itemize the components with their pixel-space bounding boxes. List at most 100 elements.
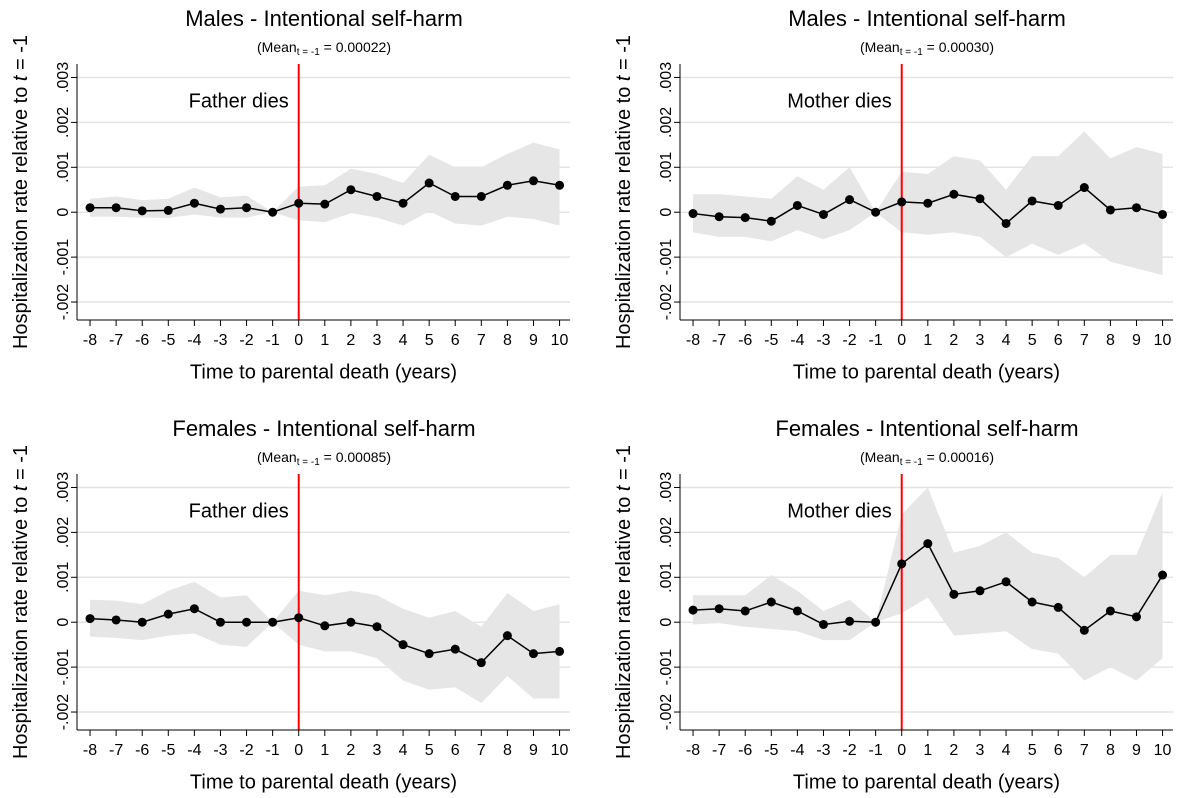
- x-tick-label: -7: [712, 332, 726, 349]
- x-tick-label: -1: [869, 332, 883, 349]
- x-tick-label: 6: [451, 742, 460, 759]
- estimate-point: [766, 216, 776, 226]
- estimate-point: [528, 649, 538, 659]
- x-tick-label: 7: [1080, 332, 1089, 349]
- x-tick-label: 1: [923, 332, 932, 349]
- x-tick-label: -2: [842, 332, 856, 349]
- estimate-point: [818, 209, 828, 219]
- subtitle-text: (Mean: [257, 39, 297, 55]
- x-tick-label: 4: [1002, 742, 1011, 759]
- x-tick-label: 2: [346, 742, 355, 759]
- estimate-point: [1027, 196, 1037, 206]
- estimate-point: [450, 191, 460, 201]
- y-label-italic: t: [613, 74, 635, 81]
- estimate-point: [1131, 612, 1141, 622]
- x-tick-label: -5: [764, 742, 778, 759]
- estimate-point: [320, 199, 330, 209]
- x-tick-label: 0: [897, 332, 906, 349]
- y-label-italic: t: [10, 484, 32, 491]
- estimate-point: [1131, 203, 1141, 213]
- estimate-point: [1053, 200, 1063, 210]
- x-tick-label: -5: [161, 742, 175, 759]
- panel: Females - Intentional self-harm(Meant = …: [613, 416, 1173, 793]
- y-axis-label: Hospitalization rate relative to t = -1: [613, 445, 635, 759]
- x-tick-label: 10: [551, 332, 569, 349]
- y-label-text: Hospitalization rate relative to: [613, 491, 635, 759]
- subtitle-text: = 0.00085): [320, 449, 391, 465]
- x-tick-label: 0: [294, 742, 303, 759]
- estimate-point: [398, 198, 408, 208]
- x-tick-label: 9: [529, 742, 538, 759]
- x-tick-label: 7: [1080, 742, 1089, 759]
- estimate-point: [871, 617, 881, 627]
- subtitle-subscript: t = -1: [900, 457, 924, 468]
- y-label-text: = -1: [613, 35, 635, 76]
- x-tick-label: -6: [135, 332, 149, 349]
- estimate-point: [294, 198, 304, 208]
- x-tick-label: -8: [686, 332, 700, 349]
- x-tick-label: -7: [109, 742, 123, 759]
- x-tick-label: 0: [294, 332, 303, 349]
- y-label-text: = -1: [10, 445, 32, 486]
- estimate-point: [424, 178, 434, 188]
- event-annotation: Father dies: [189, 500, 289, 522]
- estimate-point: [346, 617, 356, 627]
- estimate-point: [528, 176, 538, 186]
- x-tick-label: 3: [373, 742, 382, 759]
- x-tick-label: -4: [187, 332, 201, 349]
- x-tick-label: -8: [83, 742, 97, 759]
- estimate-point: [1001, 218, 1011, 228]
- estimate-point: [320, 621, 330, 631]
- x-axis-label: Time to parental death (years): [793, 771, 1060, 793]
- x-tick-label: -5: [161, 332, 175, 349]
- estimate-point: [845, 616, 855, 626]
- event-annotation: Mother dies: [787, 90, 892, 112]
- estimate-point: [792, 200, 802, 210]
- x-tick-label: -6: [738, 742, 752, 759]
- subtitle-text: = 0.00030): [923, 39, 994, 55]
- estimate-point: [450, 644, 460, 654]
- estimate-point: [923, 198, 933, 208]
- y-tick-label: .003: [55, 62, 72, 93]
- x-tick-label: -3: [213, 742, 227, 759]
- x-tick-label: 2: [346, 332, 355, 349]
- subtitle-subscript: t = -1: [297, 457, 321, 468]
- x-tick-label: -3: [816, 742, 830, 759]
- x-tick-label: -2: [842, 742, 856, 759]
- estimate-point: [871, 207, 881, 217]
- x-tick-label: -4: [187, 742, 201, 759]
- estimate-point: [949, 589, 959, 599]
- estimate-point: [897, 197, 907, 207]
- panel: Females - Intentional self-harm(Meant = …: [10, 416, 570, 793]
- x-tick-label: 9: [529, 332, 538, 349]
- x-tick-label: 6: [451, 332, 460, 349]
- estimate-point: [923, 539, 933, 549]
- estimate-point: [137, 617, 147, 627]
- panel-subtitle: (Meant = -1 = 0.00030): [860, 39, 994, 58]
- y-label-text: = -1: [10, 35, 32, 76]
- y-tick-label: .002: [55, 107, 72, 138]
- x-tick-label: -8: [686, 742, 700, 759]
- estimate-point: [688, 209, 698, 219]
- x-tick-label: 6: [1054, 742, 1063, 759]
- y-axis-label: Hospitalization rate relative to t = -1: [10, 35, 32, 349]
- y-label-text: = -1: [613, 445, 635, 486]
- y-label-italic: t: [10, 74, 32, 81]
- panel-title: Males - Intentional self-harm: [185, 6, 463, 31]
- subtitle-subscript: t = -1: [900, 47, 924, 58]
- estimate-point: [949, 189, 959, 199]
- x-tick-label: 3: [373, 332, 382, 349]
- y-tick-label: .002: [658, 107, 675, 138]
- y-tick-label: 0: [55, 208, 72, 217]
- x-tick-label: 4: [1002, 332, 1011, 349]
- panel-subtitle: (Meant = -1 = 0.00085): [257, 449, 391, 468]
- x-axis-label: Time to parental death (years): [793, 361, 1060, 383]
- x-tick-label: 10: [1154, 742, 1172, 759]
- estimate-point: [268, 617, 278, 627]
- y-tick-label: -.001: [658, 649, 675, 686]
- x-tick-label: 7: [477, 742, 486, 759]
- y-tick-label: -.002: [658, 694, 675, 731]
- y-tick-label: .002: [658, 517, 675, 548]
- x-tick-label: -6: [135, 742, 149, 759]
- estimate-point: [975, 194, 985, 204]
